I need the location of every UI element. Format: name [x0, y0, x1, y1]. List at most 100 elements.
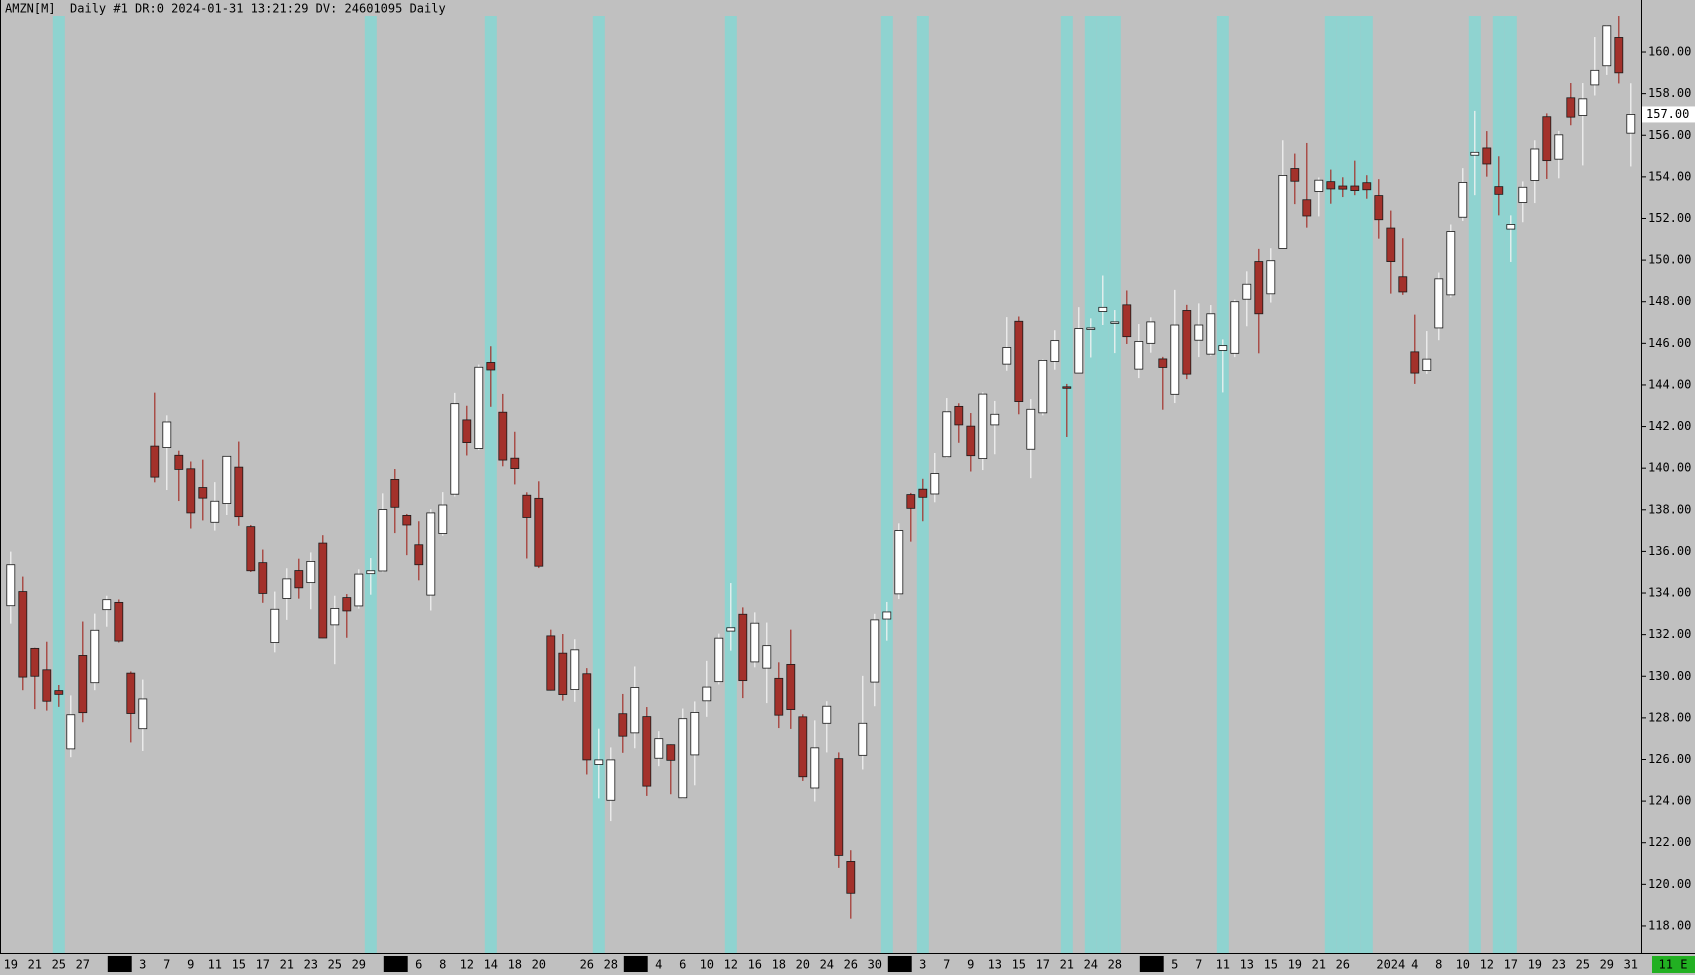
- status-label: 11 E: [1659, 958, 1688, 972]
- x-tick-label: 10: [1456, 958, 1470, 972]
- candle-body: [354, 573, 364, 607]
- x-tick-label: 25: [1576, 958, 1590, 972]
- candle-body: [1254, 261, 1264, 315]
- highlight-band: [1468, 16, 1481, 953]
- x-tick-label: 14: [484, 958, 498, 972]
- candle-body: [1506, 224, 1516, 230]
- candle-body: [930, 473, 940, 495]
- x-tick-label: 5: [1171, 958, 1178, 972]
- candle-body: [1290, 168, 1300, 182]
- x-tick-label: 15: [1264, 958, 1278, 972]
- highlight-band: [1324, 16, 1337, 953]
- x-tick-label: 21: [1060, 958, 1074, 972]
- candle-body: [1458, 182, 1468, 218]
- candle-body: [1422, 358, 1432, 371]
- candle-body: [786, 663, 796, 710]
- candle-body: [882, 611, 892, 620]
- x-tick-label: 8: [439, 958, 446, 972]
- x-tick-label: 15: [1012, 958, 1026, 972]
- candle-body: [1218, 345, 1228, 351]
- month-label-box: [383, 956, 408, 972]
- x-tick-label: 2024: [1376, 958, 1405, 972]
- candle-body: [630, 687, 640, 734]
- highlight-band: [1108, 16, 1121, 953]
- candle-body: [1242, 283, 1252, 300]
- highlight-band: [1084, 16, 1097, 953]
- x-tick-label: 24: [820, 958, 834, 972]
- last-price-box: [1642, 106, 1695, 123]
- candle-body: [270, 608, 280, 643]
- candle-body: [1314, 179, 1324, 192]
- candle-body: [306, 560, 316, 584]
- x-tick-label: 19: [1288, 958, 1302, 972]
- x-tick-label: 10: [700, 958, 714, 972]
- candle-body: [978, 393, 988, 460]
- candle-body: [138, 698, 148, 730]
- candle-body: [1350, 185, 1360, 192]
- highlight-band: [484, 16, 497, 953]
- month-label-box: [1139, 956, 1164, 972]
- candle-body: [1026, 408, 1036, 450]
- candle-body: [618, 713, 628, 737]
- highlight-band: [1096, 16, 1109, 953]
- candle-body: [1266, 260, 1276, 295]
- x-tick-label: Oct: [625, 958, 647, 972]
- x-tick-label: 13: [1240, 958, 1254, 972]
- highlight-band: [364, 16, 377, 953]
- candle-body: [1206, 313, 1216, 355]
- candle-body: [198, 487, 208, 499]
- candle-body: [102, 599, 112, 611]
- candle-body: [702, 686, 712, 702]
- candle-body: [906, 494, 916, 509]
- candle-body: [1482, 147, 1492, 165]
- candle-body: [954, 405, 964, 426]
- chart-header: AMZN[M] Daily #1 DR:0 2024-01-31 13:21:2…: [5, 2, 446, 16]
- candle-body: [1230, 301, 1240, 354]
- candle-body: [546, 635, 556, 691]
- x-tick-label: 7: [1195, 958, 1202, 972]
- x-tick-label: 7: [163, 958, 170, 972]
- x-tick-label: 17: [1504, 958, 1518, 972]
- y-tick-label: 140.00: [1648, 461, 1691, 475]
- x-tick-label: 11: [1216, 958, 1230, 972]
- x-tick-label: 26: [844, 958, 858, 972]
- candle-body: [6, 564, 16, 607]
- candle-body: [1386, 227, 1396, 262]
- candle-body: [1326, 181, 1336, 190]
- candle-body: [1170, 324, 1180, 395]
- candle-body: [390, 479, 400, 508]
- y-tick-label: 130.00: [1648, 669, 1691, 683]
- candle-body: [1554, 134, 1564, 160]
- x-tick-label: 3: [139, 958, 146, 972]
- y-tick-label: 158.00: [1648, 86, 1691, 100]
- candle-body: [1578, 98, 1588, 116]
- candle-body: [1146, 321, 1156, 344]
- x-tick-label: 12: [724, 958, 738, 972]
- candle-body: [402, 515, 412, 526]
- highlight-band: [880, 16, 893, 953]
- x-tick-label: Aug: [109, 958, 131, 972]
- candle-body: [642, 716, 652, 787]
- x-tick-label: 29: [352, 958, 366, 972]
- y-tick-label: 118.00: [1648, 918, 1691, 932]
- y-tick-label: 150.00: [1648, 253, 1691, 267]
- x-tick-label: 4: [1411, 958, 1418, 972]
- candle-body: [738, 613, 748, 682]
- candle-body: [1062, 386, 1072, 389]
- highlight-band: [1504, 16, 1517, 953]
- candle-body: [210, 500, 220, 523]
- candle-body: [174, 454, 184, 470]
- candle-body: [894, 530, 904, 595]
- month-label-box: [887, 956, 912, 972]
- candle-body: [1098, 306, 1108, 312]
- candle-body: [1110, 321, 1120, 324]
- candle-body: [858, 722, 868, 756]
- candle-body: [294, 570, 304, 589]
- x-tick-label: 18: [508, 958, 522, 972]
- candle-body: [714, 637, 724, 683]
- candle-body: [726, 627, 736, 632]
- candle-body: [150, 445, 160, 478]
- candle-body: [498, 411, 508, 461]
- candle-body: [258, 562, 268, 594]
